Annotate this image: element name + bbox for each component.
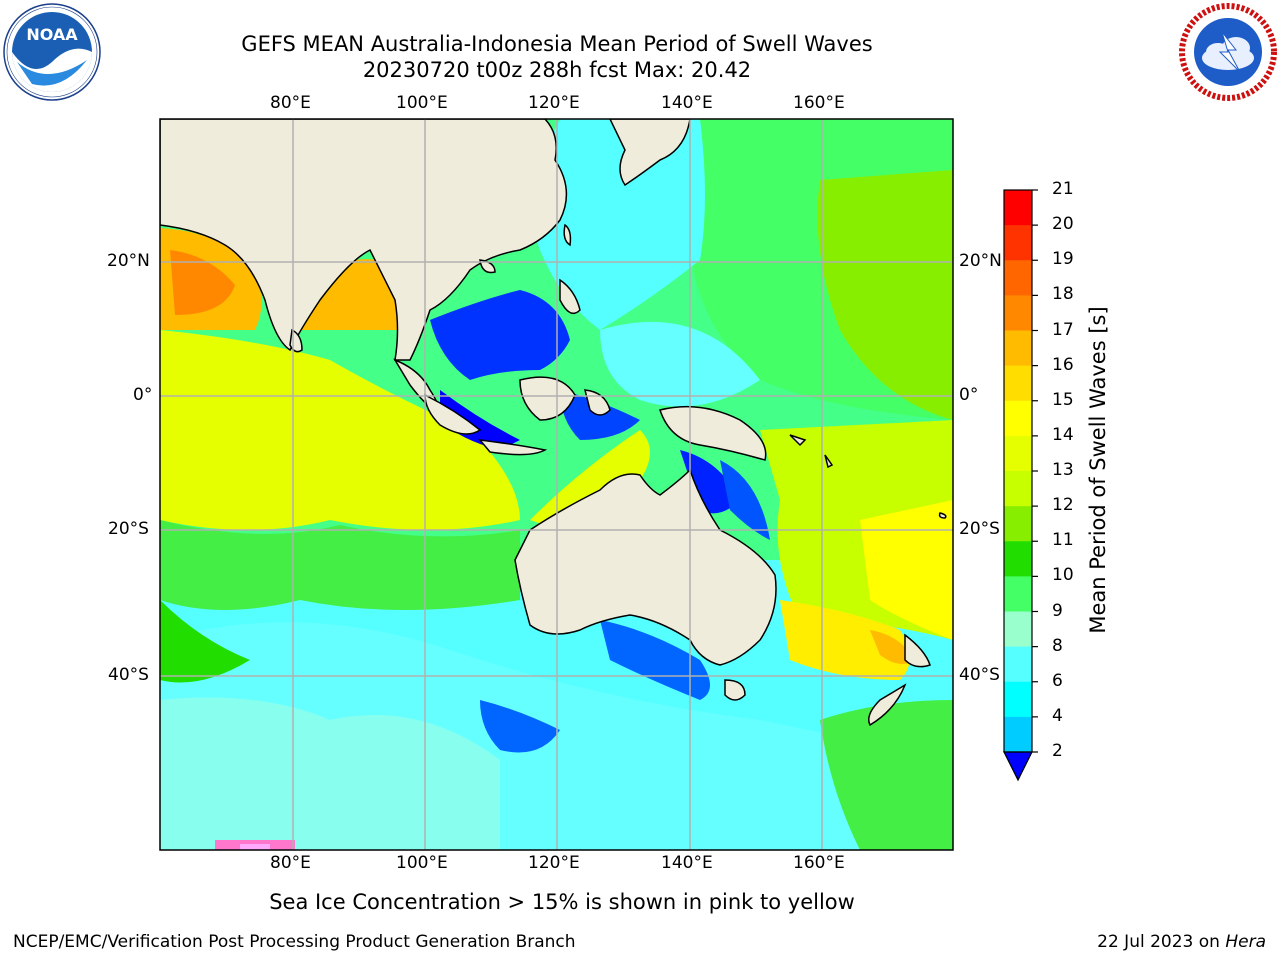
colorbar-segment [1004,541,1032,577]
footer-host: Hera [1225,932,1266,952]
footer-date-text: 22 Jul 2023 on [1097,932,1226,952]
colorbar-segment [1004,365,1032,402]
lon-label-bottom: 80°E [270,853,311,873]
colorbar-segment [1004,190,1032,226]
colorbar-tick-label: 17 [1052,319,1074,340]
colorbar-tick-label: 16 [1052,354,1074,375]
map-title: GEFS MEAN Australia-Indonesia Mean Perio… [241,32,873,56]
colorbar-tick-label: 6 [1052,670,1063,691]
footer-date: 22 Jul 2023 on Hera [1097,932,1266,952]
footer-credit: NCEP/EMC/Verification Post Processing Pr… [13,932,576,952]
lon-label-top: 120°E [528,93,580,113]
colorbar-tick-label: 10 [1052,565,1074,586]
colorbar [1003,189,1038,782]
colorbar-tick-label: 15 [1052,389,1074,410]
colorbar-segment [1004,611,1032,648]
colorbar-segment [1004,681,1032,718]
colorbar-segment [1004,330,1032,367]
lon-label-bottom: 160°E [793,853,845,873]
colorbar-tick-label: 8 [1052,635,1063,656]
colorbar-tick-label: 11 [1052,530,1074,551]
lat-label-left: 0° [133,385,153,405]
land-masses [160,119,947,727]
colorbar-segment [1004,716,1032,753]
colorbar-segment [1004,435,1032,472]
lat-label-right: 0° [959,385,979,405]
colorbar-segment [1004,225,1032,261]
lat-label-right: 20°N [959,251,1002,271]
noaa-logo-text: NOAA [26,25,78,44]
colorbar-segment [1004,260,1032,296]
graticule [160,119,953,850]
lon-label-top: 160°E [793,93,845,113]
colorbar-tick-label: 14 [1052,424,1074,445]
lon-label-bottom: 120°E [528,853,580,873]
colorbar-extend-arrow [1003,751,1033,782]
lat-label-left: 20°S [108,519,149,539]
colorbar-segment [1004,646,1032,683]
map-subtitle: 20230720 t00z 288h fcst Max: 20.42 [362,58,752,82]
noaa-logo-icon: NOAA [3,3,101,101]
sea-ice-note: Sea Ice Concentration > 15% is shown in … [269,890,855,914]
colorbar-tick-label: 13 [1052,460,1074,480]
colorbar-tick-label: 19 [1052,249,1074,270]
lon-label-top: 140°E [661,93,713,113]
lon-label-top: 100°E [396,93,448,113]
lon-label-bottom: 100°E [396,853,448,873]
colorbar-segment [1004,506,1032,542]
colorbar-tick-label: 9 [1052,600,1063,621]
colorbar-segment [1004,400,1032,437]
colorbar-tick-label: 21 [1052,179,1074,199]
lat-label-left: 20°N [107,251,150,271]
colorbar-tick-label: 20 [1052,214,1074,235]
lat-label-left: 40°S [108,665,149,685]
colorbar-tick-label: 4 [1052,705,1063,726]
colorbar-tick-label: 2 [1052,741,1063,761]
colorbar-segment [1004,471,1032,507]
nws-logo-icon [1179,3,1277,101]
lat-label-right: 40°S [959,665,1000,685]
lon-label-bottom: 140°E [661,853,713,873]
colorbar-tick-label: 18 [1052,284,1074,305]
lon-label-top: 80°E [270,93,311,113]
colorbar-segment [1004,576,1032,612]
lat-label-right: 20°S [959,519,1000,539]
map-frame [159,118,954,851]
colorbar-tick-label: 12 [1052,495,1074,516]
colorbar-segment [1004,295,1032,331]
